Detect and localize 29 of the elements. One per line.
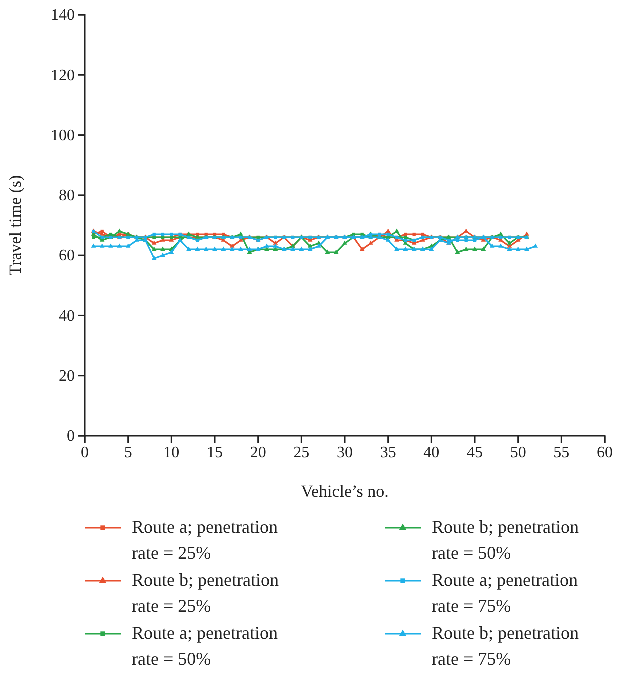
x-tick-label: 30 [337, 444, 353, 462]
x-axis-title: Vehicle’s no. [301, 482, 389, 501]
x-tick-label: 35 [380, 444, 396, 462]
legend-label: Route a; penetration rate = 50% [132, 623, 278, 669]
legend-label: Route a; penetration rate = 25% [132, 517, 278, 563]
x-tick-label: 5 [124, 444, 132, 462]
x-tick-label: 25 [294, 444, 310, 462]
x-tick-label: 20 [250, 444, 266, 462]
legend-label: Route b; penetration rate = 25% [132, 570, 279, 616]
x-tick-label: 10 [164, 444, 180, 462]
x-tick-label: 45 [467, 444, 483, 462]
y-tick-label: 20 [59, 368, 75, 385]
y-tick-label: 60 [59, 248, 75, 265]
x-tick-label: 0 [81, 444, 89, 462]
y-tick-label: 40 [59, 308, 75, 325]
y-tick-label: 120 [51, 67, 75, 84]
y-tick-label: 140 [51, 7, 75, 24]
legend-label: Route b; penetration rate = 50% [432, 517, 579, 563]
legend-label: Route b; penetration rate = 75% [432, 623, 579, 669]
x-tick-label: 40 [424, 444, 440, 462]
legend-label: Route a; penetration rate = 75% [432, 570, 578, 616]
y-axis-title: Travel time (s) [6, 175, 25, 276]
y-tick-label: 0 [67, 428, 75, 446]
y-tick-label: 100 [51, 127, 75, 144]
x-tick-label: 15 [207, 444, 223, 462]
x-tick-label: 50 [510, 444, 526, 462]
y-tick-label: 80 [59, 188, 75, 205]
x-tick-label: 60 [597, 444, 613, 462]
x-tick-label: 55 [554, 444, 570, 462]
